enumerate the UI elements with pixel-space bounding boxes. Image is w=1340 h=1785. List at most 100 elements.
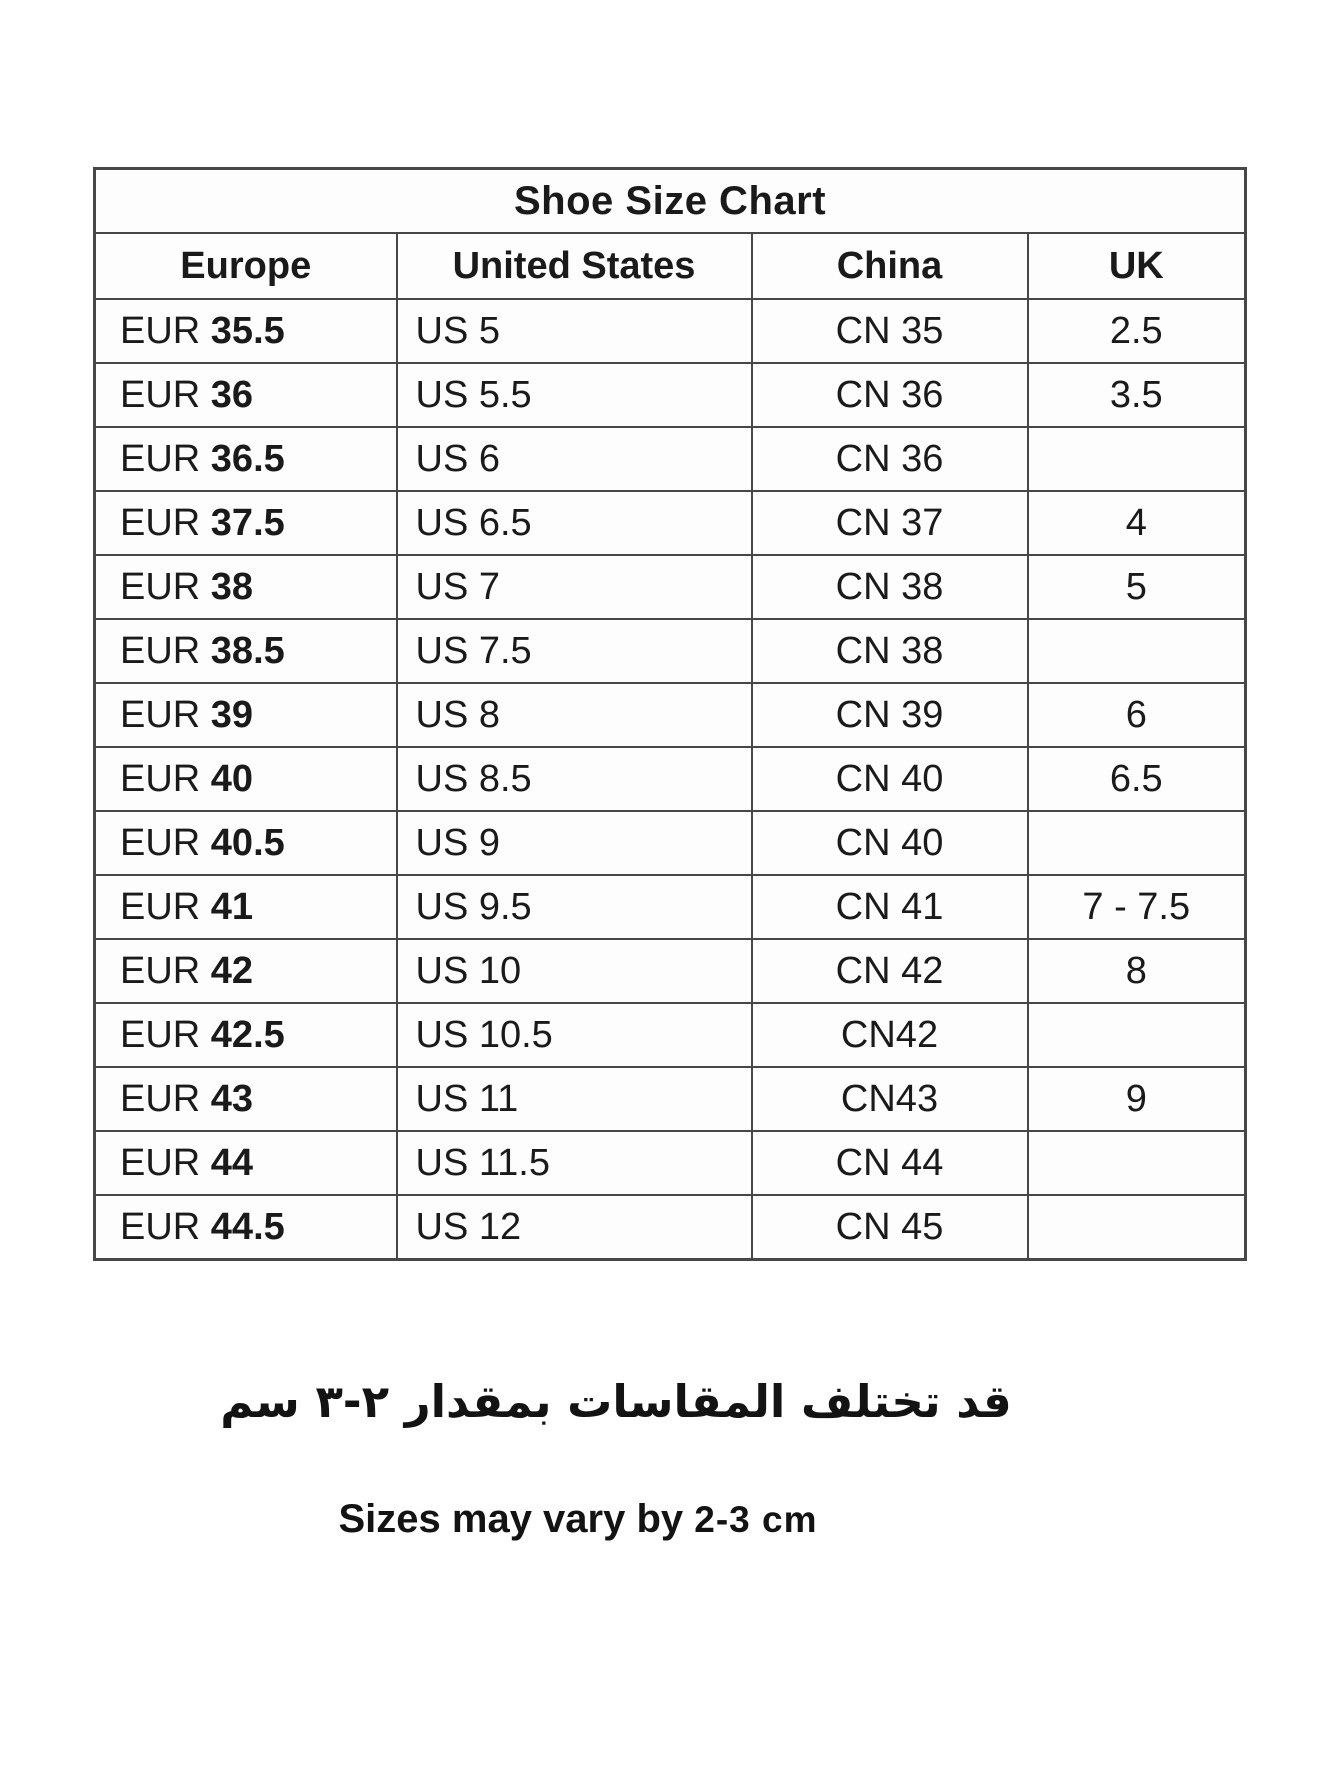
cell-china: CN 40 [750,810,1029,876]
cell-us: US 6 [395,426,753,492]
cell-us: US 5 [395,298,753,364]
note-english-text: Sizes may vary by [338,1497,684,1541]
eur-size: 42.5 [210,1013,285,1056]
table-row: EUR 37.5 US 6.5 CN 37 4 [93,490,1247,556]
eur-prefix: EUR [120,757,201,800]
cell-europe: EUR 43 [93,1066,398,1132]
cell-china: CN 38 [750,554,1029,620]
cell-uk: 4 [1026,490,1247,556]
cell-uk [1026,426,1247,492]
cell-europe: EUR 37.5 [93,490,398,556]
cell-china: CN 38 [750,618,1029,684]
cell-europe: EUR 38 [93,554,398,620]
table-row: EUR 39 US 8 CN 39 6 [93,682,1247,748]
cell-uk: 6.5 [1026,746,1247,812]
table-row: EUR 42.5 US 10.5 CN42 [93,1002,1247,1068]
eur-size: 42 [210,949,254,992]
eur-size: 41 [210,885,254,928]
cell-us: US 11 [395,1066,753,1132]
table-row: EUR 38.5 US 7.5 CN 38 [93,618,1247,684]
table-row: EUR 40 US 8.5 CN 40 6.5 [93,746,1247,812]
cell-europe: EUR 44 [93,1130,398,1196]
eur-prefix: EUR [120,949,201,992]
cell-us: US 9.5 [395,874,753,940]
cell-us: US 7 [395,554,753,620]
table-row: EUR 41 US 9.5 CN 41 7 - 7.5 [93,874,1247,940]
table-row: EUR 42 US 10 CN 42 8 [93,938,1247,1004]
eur-prefix: EUR [120,1013,201,1056]
cell-europe: EUR 42.5 [93,1002,398,1068]
note-english: Sizes may vary by 2-3 cm [0,1497,1156,1542]
eur-size: 44 [210,1141,254,1184]
table-title-row: Shoe Size Chart [93,167,1247,234]
cell-uk [1026,1130,1247,1196]
cell-europe: EUR 40.5 [93,810,398,876]
cell-china: CN42 [750,1002,1029,1068]
cell-europe: EUR 39 [93,682,398,748]
cell-us: US 8 [395,682,753,748]
cell-china: CN 45 [750,1194,1029,1261]
eur-size: 40 [210,757,254,800]
table-title: Shoe Size Chart [93,167,1247,234]
table-row: EUR 36 US 5.5 CN 36 3.5 [93,362,1247,428]
eur-size: 38.5 [210,629,285,672]
cell-europe: EUR 36.5 [93,426,398,492]
cell-europe: EUR 41 [93,874,398,940]
note-arabic: قد تختلف المقاسات بمقدار ٢-٣ سم [220,1375,1012,1428]
cell-uk [1026,1194,1247,1261]
eur-size: 37.5 [210,501,285,544]
col-header-uk: UK [1026,232,1247,300]
table-row: EUR 44.5 US 12 CN 45 [93,1194,1247,1261]
cell-uk: 3.5 [1026,362,1247,428]
cell-us: US 11.5 [395,1130,753,1196]
cell-us: US 10.5 [395,1002,753,1068]
table-row: EUR 36.5 US 6 CN 36 [93,426,1247,492]
cell-europe: EUR 35.5 [93,298,398,364]
eur-prefix: EUR [120,629,201,672]
cell-us: US 9 [395,810,753,876]
cell-europe: EUR 38.5 [93,618,398,684]
eur-prefix: EUR [120,1077,201,1120]
eur-prefix: EUR [120,693,201,736]
eur-prefix: EUR [120,1205,201,1248]
eur-prefix: EUR [120,565,201,608]
cell-uk: 7 - 7.5 [1026,874,1247,940]
cell-china: CN 42 [750,938,1029,1004]
cell-us: US 5.5 [395,362,753,428]
cell-us: US 10 [395,938,753,1004]
cell-uk [1026,810,1247,876]
cell-china: CN 39 [750,682,1029,748]
cell-uk [1026,618,1247,684]
cell-china: CN 35 [750,298,1029,364]
cell-china: CN43 [750,1066,1029,1132]
table-row: EUR 43 US 11 CN43 9 [93,1066,1247,1132]
cell-china: CN 40 [750,746,1029,812]
table-row: EUR 35.5 US 5 CN 35 2.5 [93,298,1247,364]
cell-us: US 6.5 [395,490,753,556]
eur-size: 38 [210,565,254,608]
cell-uk: 2.5 [1026,298,1247,364]
eur-size: 40.5 [210,821,285,864]
cell-europe: EUR 42 [93,938,398,1004]
cell-china: CN 37 [750,490,1029,556]
table-row: EUR 38 US 7 CN 38 5 [93,554,1247,620]
eur-size: 36.5 [210,437,285,480]
table-header-row: Europe United States China UK [93,232,1247,300]
cell-china: CN 41 [750,874,1029,940]
cell-europe: EUR 40 [93,746,398,812]
cell-uk: 6 [1026,682,1247,748]
eur-prefix: EUR [120,373,201,416]
cell-uk [1026,1002,1247,1068]
eur-size: 36 [210,373,254,416]
shoe-size-table: Shoe Size Chart Europe United States Chi… [93,167,1248,1261]
cell-china: CN 36 [750,426,1029,492]
cell-europe: EUR 44.5 [93,1194,398,1261]
table-row: EUR 40.5 US 9 CN 40 [93,810,1247,876]
cell-us: US 7.5 [395,618,753,684]
eur-size: 39 [210,693,254,736]
eur-prefix: EUR [120,309,201,352]
eur-size: 43 [210,1077,254,1120]
cell-uk: 8 [1026,938,1247,1004]
eur-size: 35.5 [210,309,285,352]
